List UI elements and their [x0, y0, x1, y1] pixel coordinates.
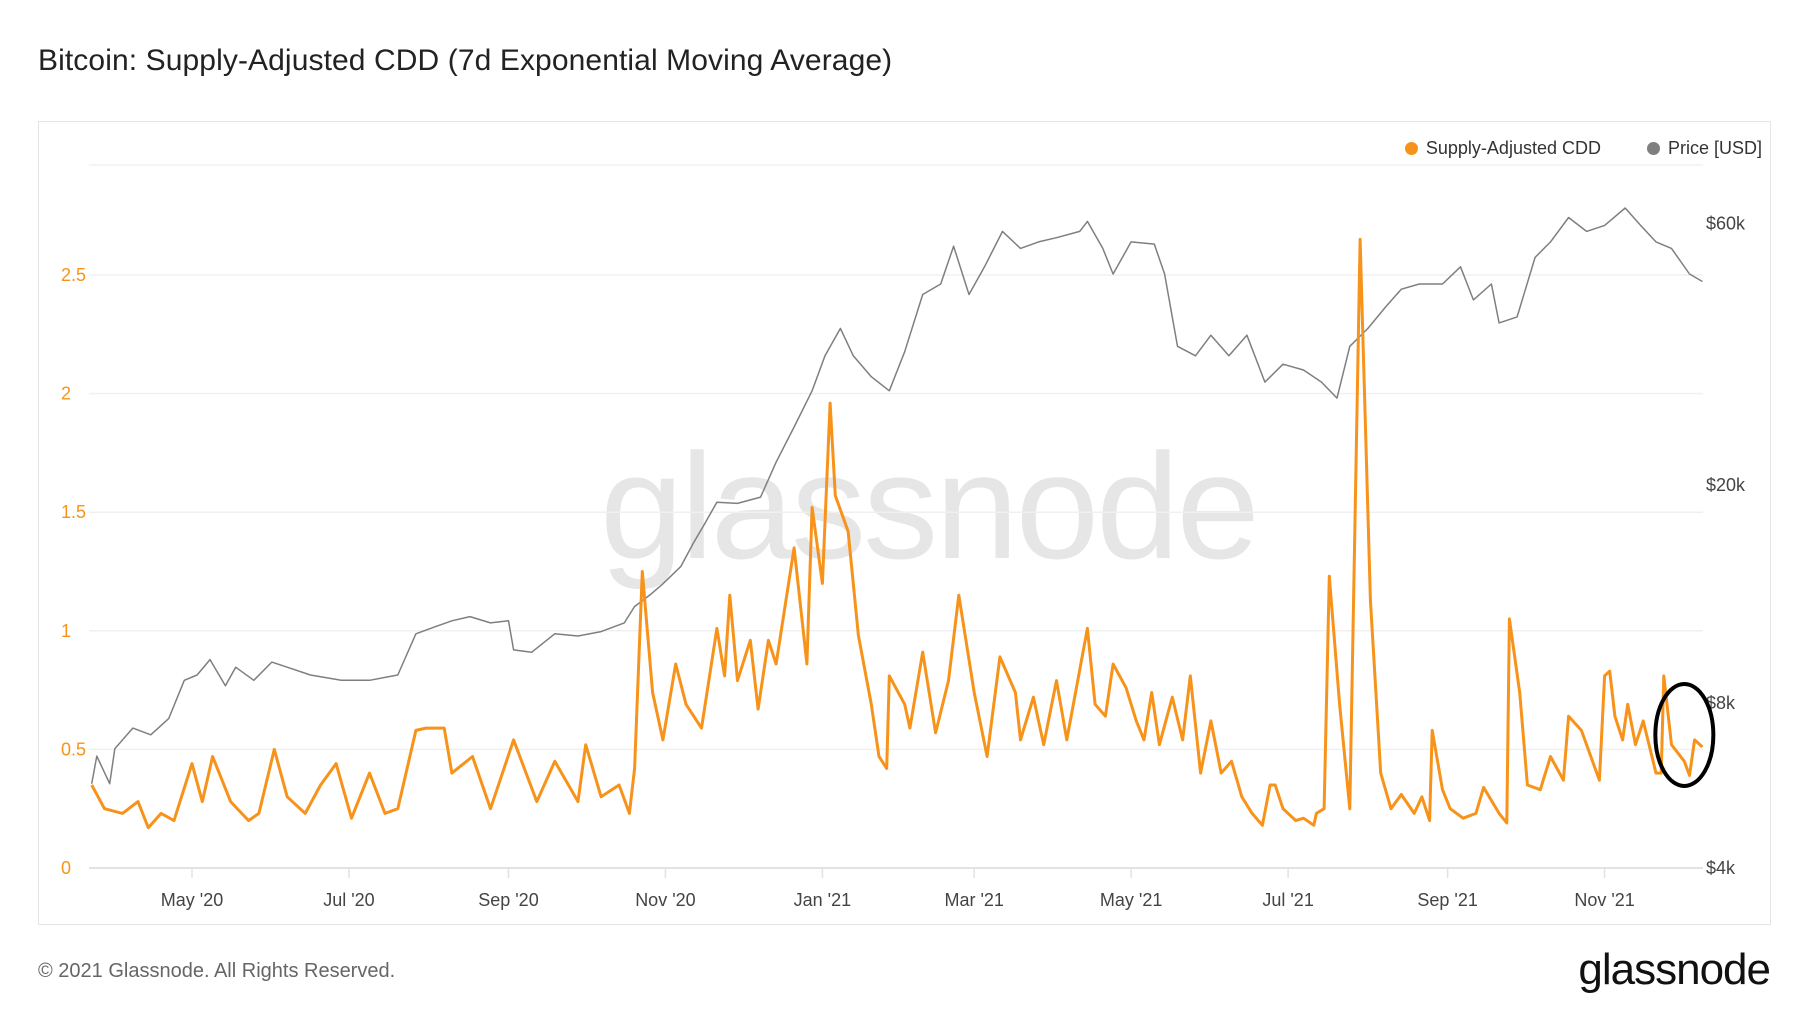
glassnode-logo[interactable]: glassnode [1578, 945, 1771, 994]
annotations [1653, 682, 1716, 788]
legend: Supply-Adjusted CDD Price [USD] [1404, 138, 1762, 159]
legend-item-cdd[interactable]: Supply-Adjusted CDD [1404, 138, 1601, 159]
watermark: glassnode [600, 422, 1260, 590]
x-tick-label: Mar '21 [944, 890, 1003, 910]
copyright: © 2021 Glassnode. All Rights Reserved. [38, 960, 396, 982]
legend-dot-icon [1404, 142, 1418, 155]
legend-dot-icon [1646, 142, 1660, 155]
legend-item-price[interactable]: Price [USD] [1646, 138, 1762, 159]
x-tick-label: Jul '20 [323, 890, 374, 910]
legend-label: Supply-Adjusted CDD [1425, 138, 1601, 158]
y-left-tick-label: 2 [61, 384, 71, 404]
x-tick-label: May '21 [1100, 890, 1162, 910]
y-right-tick-label: $60k [1706, 213, 1746, 233]
legend-label: Price [USD] [1667, 138, 1762, 158]
grid [89, 164, 1703, 869]
price-line [90, 207, 1703, 785]
y-left-tick-label: 1.5 [61, 502, 86, 522]
y-right-tick-label: $4k [1706, 858, 1736, 878]
chart-frame [38, 121, 1771, 925]
highlight-ellipse [1653, 682, 1716, 788]
y-right-tick-label: $20k [1706, 475, 1746, 495]
y-left-tick-label: 1 [61, 621, 71, 641]
x-tick-label: Sep '21 [1417, 890, 1478, 910]
y-left-tick-label: 0 [61, 858, 71, 878]
chart-title: Bitcoin: Supply-Adjusted CDD (7d Exponen… [38, 44, 893, 77]
x-tick-label: Jul '21 [1262, 890, 1313, 910]
axis-ticks: 0 0.5 1 1.5 2 2.5 $4k $8k $20k $60k May '20 Jul '20… [61, 213, 1746, 910]
y-left-tick-label: 2.5 [61, 265, 86, 285]
x-tick-label: Sep '20 [478, 890, 539, 910]
x-tick-label: Jan '21 [794, 890, 851, 910]
x-tick-label: Nov '21 [1574, 890, 1634, 910]
x-tick-label: May '20 [161, 890, 223, 910]
y-left-tick-label: 0.5 [61, 739, 86, 759]
x-tick-label: Nov '20 [635, 890, 695, 910]
series-lines [90, 207, 1704, 830]
y-right-tick-label: $8k [1706, 693, 1736, 713]
cdd-line [90, 237, 1704, 830]
